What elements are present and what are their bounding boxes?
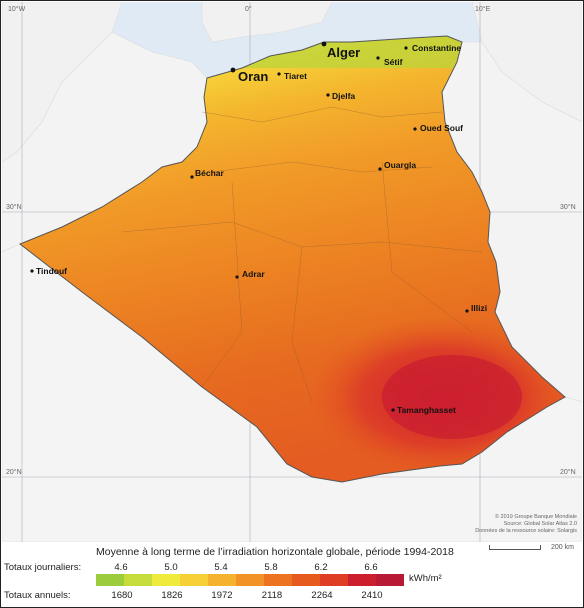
credits: © 2019 Groupe Banque Mondiale Source: Gl… bbox=[469, 514, 577, 535]
unit-label: kWh/m² bbox=[409, 573, 442, 584]
city-label: Djelfa bbox=[332, 91, 355, 101]
color-swatch bbox=[180, 574, 208, 586]
graticule-label-20n-left: 20°N bbox=[6, 468, 22, 476]
annual-value: 1972 bbox=[211, 590, 233, 601]
algeria-border bbox=[19, 35, 566, 483]
graticule-label-10w: 10°W bbox=[8, 5, 26, 13]
city-marker bbox=[235, 275, 239, 279]
color-swatch bbox=[320, 574, 348, 586]
legend: © 2019 Groupe Banque Mondiale Source: Gl… bbox=[1, 514, 583, 607]
daily-value: 4.6 bbox=[114, 562, 128, 573]
annual-value: 2118 bbox=[261, 590, 283, 601]
graticule-label-10e: 10°E bbox=[475, 5, 491, 13]
city-marker bbox=[230, 67, 236, 73]
city-marker bbox=[30, 269, 34, 273]
irradiation-map[interactable]: 10°W 0° 10°E 30°N 30°N 20°N 20°N Alger Co… bbox=[2, 2, 582, 542]
daily-label: Totaux journaliers: bbox=[4, 562, 82, 573]
city-marker bbox=[404, 46, 408, 50]
color-swatch bbox=[124, 574, 152, 586]
annual-value: 1826 bbox=[161, 590, 183, 601]
city-label: Béchar bbox=[195, 168, 225, 178]
city-marker bbox=[413, 127, 417, 131]
city-marker bbox=[378, 167, 382, 171]
color-swatch bbox=[348, 574, 376, 586]
color-swatch bbox=[236, 574, 264, 586]
city-marker bbox=[376, 56, 380, 60]
annual-value: 2264 bbox=[311, 590, 333, 601]
city-marker bbox=[190, 175, 194, 179]
color-swatch bbox=[208, 574, 236, 586]
graticule-label-30n-left: 30°N bbox=[6, 203, 22, 211]
land-north bbox=[201, 2, 333, 43]
province-boundaries bbox=[121, 106, 483, 403]
city-label: Tamanghasset bbox=[397, 405, 456, 415]
city-markers: Alger Constantine Oran Tiaret Sétif Djelfa Oue… bbox=[30, 41, 487, 415]
city-label: Sétif bbox=[384, 57, 403, 67]
color-scale-bar bbox=[96, 574, 404, 586]
city-marker bbox=[465, 309, 469, 313]
city-marker bbox=[321, 41, 327, 47]
daily-value: 5.8 bbox=[264, 562, 278, 573]
color-swatch bbox=[376, 574, 404, 586]
color-swatch bbox=[152, 574, 180, 586]
city-label: Constantine bbox=[412, 43, 461, 53]
graticule-label-20n-right: 20°N bbox=[560, 468, 576, 476]
daily-value: 5.4 bbox=[214, 562, 228, 573]
daily-value: 6.6 bbox=[364, 562, 378, 573]
credit-line: Données de la ressource solaire: Solargi… bbox=[475, 528, 577, 534]
daily-value: 6.2 bbox=[314, 562, 328, 573]
city-marker bbox=[277, 72, 281, 76]
daily-value: 5.0 bbox=[164, 562, 178, 573]
color-swatch bbox=[96, 574, 124, 586]
credit-line: Source: Global Solar Atlas 2.0 bbox=[503, 521, 577, 527]
scale-bar bbox=[489, 545, 541, 550]
color-swatch bbox=[292, 574, 320, 586]
city-label: Tindouf bbox=[36, 266, 67, 276]
legend-title: Moyenne à long terme de l’irradiation ho… bbox=[96, 546, 454, 558]
annual-value: 1680 bbox=[111, 590, 133, 601]
graticule-label-0: 0° bbox=[245, 5, 252, 13]
credit-line: © 2019 Groupe Banque Mondiale bbox=[494, 514, 577, 520]
city-label: Alger bbox=[327, 45, 360, 60]
color-swatch bbox=[264, 574, 292, 586]
graticule-label-30n-right: 30°N bbox=[560, 203, 576, 211]
scale-label: 200 km bbox=[551, 544, 574, 551]
city-label: Oued Souf bbox=[420, 123, 463, 133]
city-marker bbox=[391, 408, 395, 412]
city-marker bbox=[326, 93, 330, 97]
city-label: Adrar bbox=[242, 269, 265, 279]
annual-label: Totaux annuels: bbox=[4, 590, 71, 601]
city-label: Oran bbox=[238, 69, 268, 84]
city-label: Ouargla bbox=[384, 160, 416, 170]
city-label: Illizi bbox=[471, 303, 487, 313]
city-label: Tiaret bbox=[284, 71, 307, 81]
annual-value: 2410 bbox=[361, 590, 383, 601]
